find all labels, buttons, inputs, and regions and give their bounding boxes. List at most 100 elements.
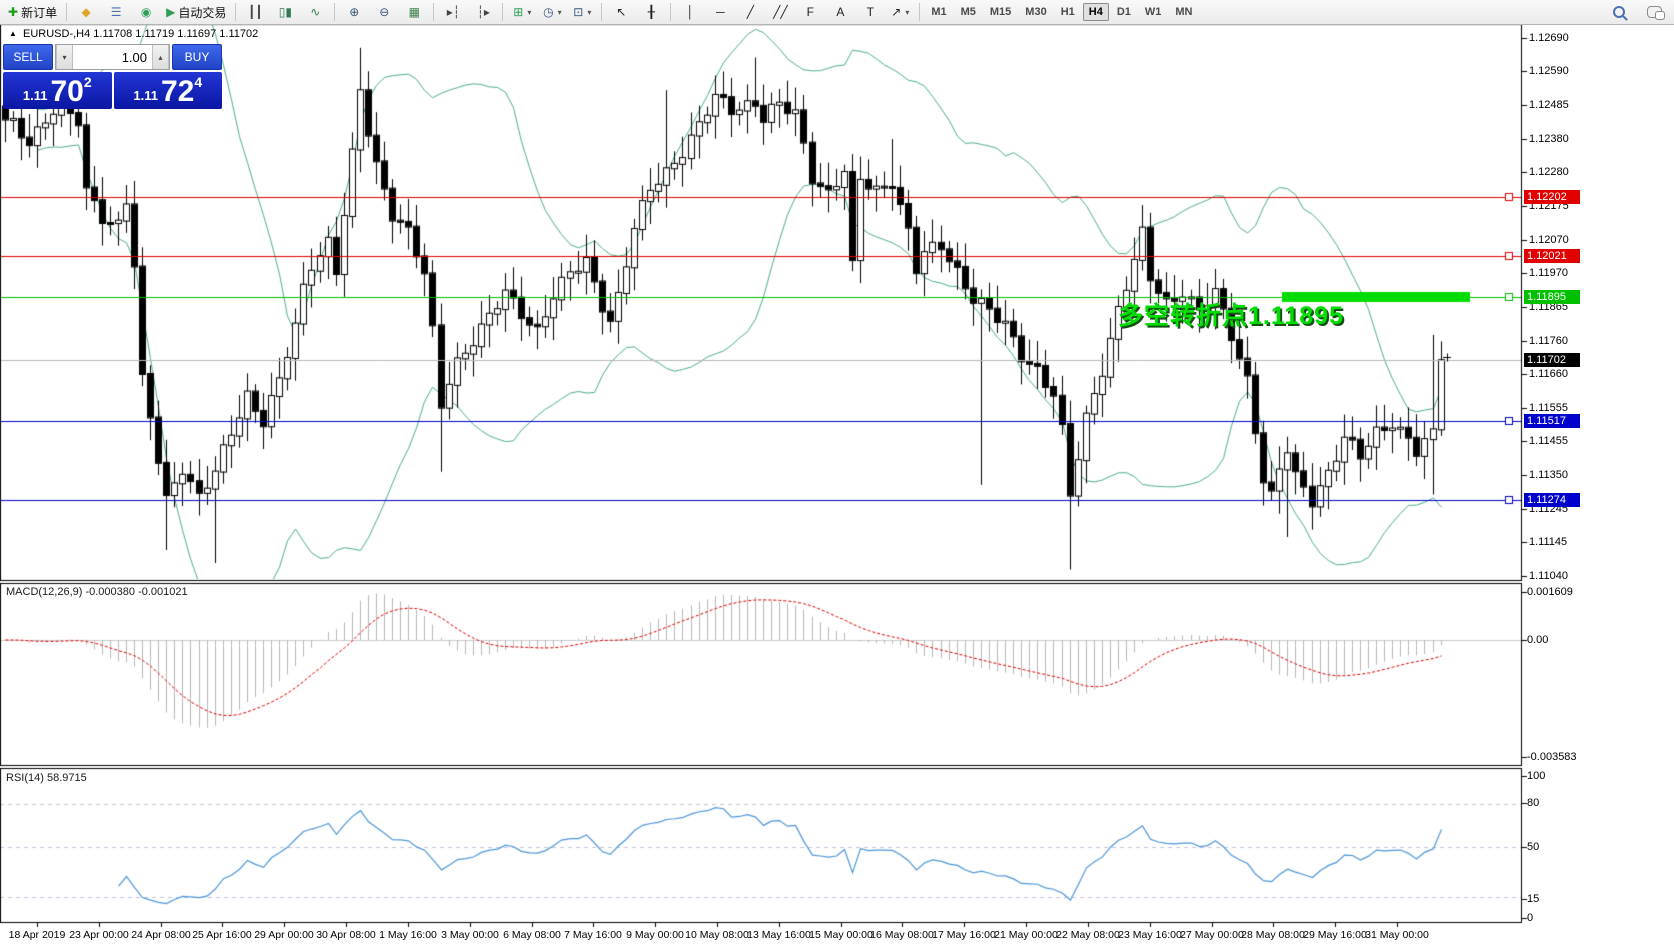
new-order-icon: ✚: [8, 5, 19, 19]
text-label-button[interactable]: T: [856, 1, 884, 23]
rsi-label: RSI(14) 58.9715: [6, 772, 87, 784]
autotrading-icon: ▶: [166, 5, 176, 19]
indicators-button[interactable]: ⊞ ▾: [508, 1, 536, 23]
price-axis-label: 1.12280: [1529, 166, 1569, 178]
volume-increase-button[interactable]: ▴: [152, 45, 169, 69]
templates-button[interactable]: ⊡ ▾: [568, 1, 596, 23]
navigator-icon: ☰: [110, 5, 122, 19]
volume-stepper: ▾ 1.00 ▴: [55, 44, 170, 70]
trendline-button[interactable]: ╱: [736, 1, 764, 23]
timeframe-h4-button[interactable]: H4: [1082, 3, 1109, 21]
date-axis-label: 25 Apr 16:00: [192, 929, 252, 941]
sell-button[interactable]: SELL: [3, 44, 53, 70]
candlestick-button[interactable]: ▯▮: [271, 1, 299, 23]
timeframe-m1-button[interactable]: M1: [931, 6, 947, 18]
vertical-line-icon: │: [686, 5, 695, 19]
date-axis-label: 13 May 16:00: [747, 929, 811, 941]
chevron-down-icon: ▾: [905, 7, 910, 17]
buy-quote[interactable]: 1.11 72 4: [113, 72, 222, 109]
date-axis-label: 3 May 00:00: [441, 929, 499, 941]
price-axis-label: 1.12590: [1529, 65, 1569, 77]
price-axis-label: 1.11760: [1529, 335, 1568, 347]
equidistant-channel-button[interactable]: ╱╱: [766, 1, 794, 23]
toolbar-separator: [334, 3, 336, 21]
templates-icon: ⊡: [573, 5, 584, 19]
price-line-tag: 1.12021: [1524, 249, 1580, 263]
sell-price-sup: 2: [83, 74, 92, 90]
timeframe-m30-button[interactable]: M30: [1025, 6, 1047, 18]
trendline-icon: ╱: [746, 5, 754, 19]
date-axis-label: 7 May 16:00: [564, 929, 622, 941]
turning-point-annotation: 多空转折点1.11895: [1118, 302, 1344, 330]
price-axis-label: 1.11660: [1529, 368, 1568, 380]
volume-input[interactable]: 1.00: [121, 49, 147, 65]
main-toolbar: ✚ 新订单 ◆ ☰ ◉ ▶ 自动交易 ┃┃ ▯▮ ∿ ⊕ ⊖ ▦ ▸┆ ┆▸ ⊞ ▾ ◷ ▾ ⊡ ▾ ↖ ╂ │ ─ ╱ ╱╱ F A T…: [0, 0, 1674, 25]
rsi-axis-label: 50: [1527, 841, 1540, 853]
line-chart-icon: ∿: [310, 5, 321, 19]
new-order-button[interactable]: ✚ 新订单: [4, 1, 61, 23]
auto-scroll-icon: ▸┆: [446, 5, 460, 19]
price-axis-label: 1.11455: [1529, 435, 1568, 447]
autotrading-button[interactable]: ▶ 自动交易: [162, 1, 230, 23]
new-order-label: 新订单: [21, 5, 58, 20]
crosshair-button[interactable]: ╂: [637, 1, 665, 23]
price-axis-label: 1.11970: [1529, 267, 1568, 279]
horizontal-line-button[interactable]: ─: [706, 1, 734, 23]
cursor-button[interactable]: ↖: [607, 1, 635, 23]
text-label-icon: T: [866, 5, 874, 19]
date-axis-label: 30 Apr 08:00: [316, 929, 376, 941]
price-axis-label: 1.11865: [1529, 301, 1568, 313]
toolbar-separator: [919, 3, 921, 21]
sell-quote[interactable]: 1.11 70 2: [3, 72, 112, 109]
fibonacci-button[interactable]: F: [796, 1, 824, 23]
price-line-tag: 1.11274: [1524, 493, 1580, 507]
macd-label: MACD(12,26,9) -0.000380 -0.001021: [6, 586, 188, 598]
one-click-collapse-icon[interactable]: ▲: [9, 29, 17, 38]
arrows-button[interactable]: ↗ ▾: [886, 1, 914, 23]
timeframe-d1-button[interactable]: D1: [1116, 6, 1131, 18]
price-axis-label: 1.11145: [1529, 536, 1568, 548]
price-line-tag: 1.11895: [1524, 290, 1580, 304]
signals-icon: ◉: [140, 5, 152, 19]
crosshair-icon: ╂: [647, 5, 655, 19]
price-axis-label: 1.11350: [1529, 469, 1568, 481]
date-axis-label: 16 May 08:00: [870, 929, 934, 941]
timeframe-h1-button[interactable]: H1: [1060, 6, 1075, 18]
timeframe-mn-button[interactable]: MN: [1175, 6, 1193, 18]
signals-button[interactable]: ◉: [132, 1, 160, 23]
auto-scroll-button[interactable]: ▸┆: [439, 1, 467, 23]
buy-price-small: 1.11: [133, 88, 158, 103]
line-chart-button[interactable]: ∿: [301, 1, 329, 23]
periods-button[interactable]: ◷ ▾: [538, 1, 566, 23]
zoom-in-button[interactable]: ⊕: [340, 1, 368, 23]
date-axis-label: 23 Apr 00:00: [69, 929, 129, 941]
rsi-axis-label: 80: [1527, 797, 1540, 809]
zoom-out-button[interactable]: ⊖: [370, 1, 398, 23]
buy-button[interactable]: BUY: [172, 44, 222, 70]
periods-icon: ◷: [543, 5, 554, 19]
price-axis-label: 1.11555: [1529, 402, 1568, 414]
date-axis-label: 9 May 00:00: [626, 929, 684, 941]
timeframe-m5-button[interactable]: M5: [960, 6, 976, 18]
market-watch-button[interactable]: ◆: [72, 1, 100, 23]
timeframe-w1-button[interactable]: W1: [1144, 6, 1162, 18]
text-button[interactable]: A: [826, 1, 854, 23]
navigator-button[interactable]: ☰: [102, 1, 130, 23]
search-icon: [1613, 6, 1625, 18]
chat-button[interactable]: [1640, 1, 1668, 23]
volume-decrease-button[interactable]: ▾: [56, 45, 73, 69]
chart-shift-icon: ┆▸: [476, 5, 490, 19]
chart-shift-button[interactable]: ┆▸: [469, 1, 497, 23]
tile-windows-button[interactable]: ▦: [400, 1, 428, 23]
cursor-icon: ↖: [616, 5, 627, 19]
sell-price-big: 70: [50, 75, 84, 108]
timeframe-m15-button[interactable]: M15: [989, 6, 1012, 18]
date-axis-label: 6 May 08:00: [503, 929, 561, 941]
chevron-down-icon: ▾: [557, 7, 562, 17]
text-icon: A: [836, 5, 845, 19]
date-axis-label: 29 Apr 00:00: [254, 929, 314, 941]
vertical-line-button[interactable]: │: [676, 1, 704, 23]
bar-chart-button[interactable]: ┃┃: [241, 1, 269, 23]
search-button[interactable]: [1605, 1, 1633, 23]
